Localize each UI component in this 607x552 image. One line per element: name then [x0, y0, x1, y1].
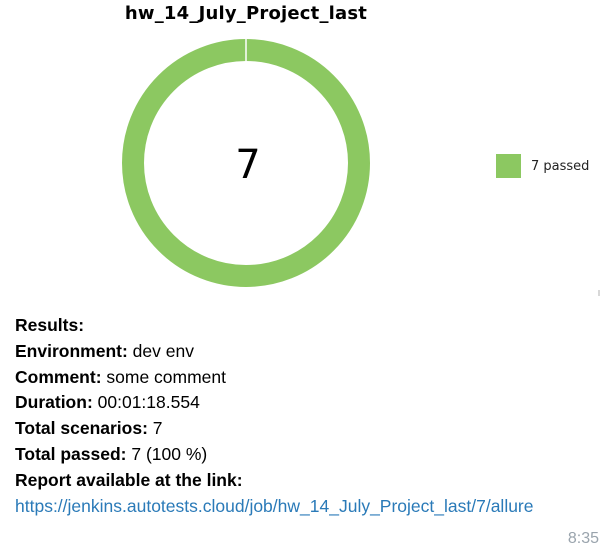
duration-value: 00:01:18.554	[92, 392, 200, 413]
environment-value: dev env	[127, 340, 194, 361]
total-passed-line: Total passed: 7 (100 %)	[15, 442, 600, 468]
message-timestamp: 8:35	[567, 530, 599, 547]
total-passed-label: Total passed:	[15, 443, 127, 464]
chart-legend: 7 passed	[496, 154, 589, 178]
duration-line: Duration: 00:01:18.554	[15, 390, 600, 416]
environment-line: Environment: dev env	[15, 339, 600, 365]
donut-chart	[122, 39, 370, 287]
results-line: Results:	[15, 313, 600, 339]
comment-line: Comment: some comment	[15, 365, 600, 391]
donut-slices	[122, 39, 370, 287]
report-link[interactable]: https://jenkins.autotests.cloud/job/hw_1…	[15, 495, 534, 516]
comment-value: some comment	[101, 366, 227, 387]
results-label: Results:	[15, 315, 85, 335]
report-line: Report available at the link:	[15, 468, 600, 494]
report-label: Report available at the link:	[15, 469, 243, 490]
report-text: Results: Environment: dev env Comment: s…	[15, 313, 600, 519]
comment-label: Comment:	[15, 366, 102, 387]
legend-swatch-passed	[496, 154, 521, 178]
total-scenarios-value: 7	[147, 418, 163, 439]
scroll-marker	[598, 290, 600, 296]
chart-title: hw_14_July_Project_last	[124, 3, 368, 24]
total-scenarios-label: Total scenarios:	[15, 418, 148, 439]
total-scenarios-line: Total scenarios: 7	[15, 416, 600, 442]
donut-center-value: 7	[235, 142, 261, 188]
environment-label: Environment:	[15, 340, 128, 361]
total-passed-value: 7 (100 %)	[126, 443, 208, 464]
duration-label: Duration:	[15, 392, 93, 413]
legend-label-passed: 7 passed	[531, 158, 590, 174]
